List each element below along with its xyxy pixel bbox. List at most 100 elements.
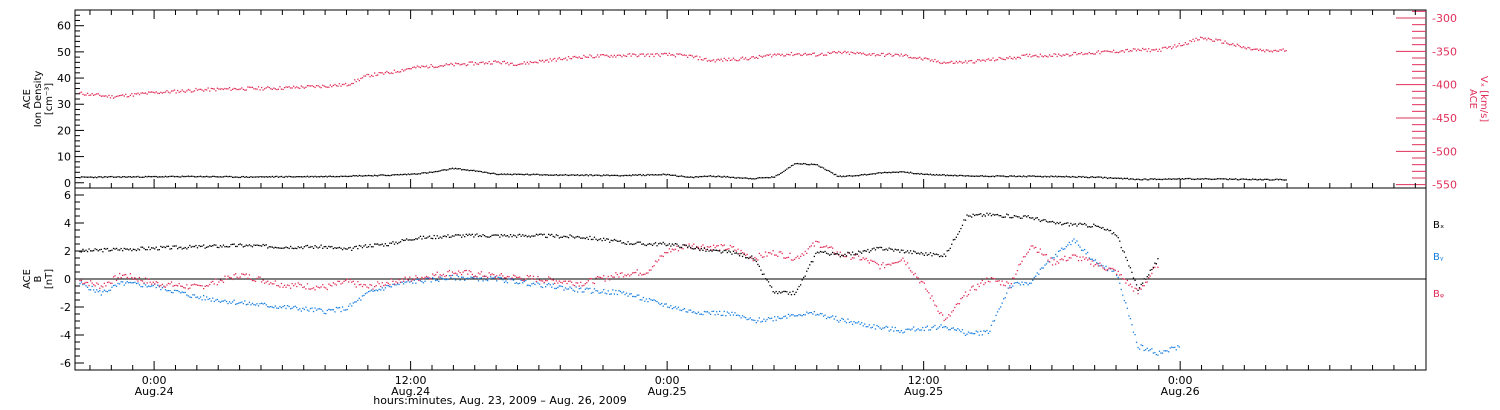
density-series-point (293, 176, 295, 178)
by-series-point (1045, 263, 1048, 265)
bz-series-point (1105, 269, 1107, 271)
bz-series-point (461, 273, 463, 276)
velocity-series-point (613, 54, 615, 56)
bx-series-point (436, 235, 438, 237)
density-series-point (123, 176, 125, 178)
by-series-point (1030, 282, 1032, 284)
bz-series-point (351, 281, 353, 283)
bx-series-point (885, 248, 887, 250)
density-series-point (616, 174, 618, 177)
density-series-point (274, 175, 276, 178)
velocity-series-point (1058, 53, 1060, 55)
density-series-point (668, 174, 670, 176)
bx-series-point (798, 285, 800, 288)
bx-series-point (906, 250, 909, 252)
bz-series-point (966, 295, 968, 297)
bx-series-point (1102, 226, 1104, 229)
velocity-series-point (1244, 47, 1246, 49)
bz-series-point (221, 280, 223, 282)
density-series-point (163, 176, 165, 178)
bx-series-point (207, 246, 209, 248)
density-series-point (1255, 178, 1257, 180)
by-series-point (219, 301, 222, 303)
bx-series-point (409, 239, 411, 241)
velocity-series-point (1274, 49, 1277, 51)
velocity-series-point (577, 57, 579, 59)
velocity-series-point (1012, 58, 1014, 60)
velocity-series-point (488, 61, 490, 63)
velocity-series-point (1184, 42, 1186, 44)
bx-series-point (690, 246, 692, 249)
velocity-series-point (525, 63, 527, 65)
bz-series-point (1029, 248, 1031, 250)
bx-series-point (996, 213, 999, 216)
bz-series-point (587, 280, 589, 282)
by-series-point (1111, 270, 1113, 272)
velocity-series-point (764, 55, 767, 57)
density-series-point (1116, 177, 1118, 179)
bz-series-point (433, 274, 435, 277)
bx-series-point (1045, 220, 1048, 222)
bx-series-point (149, 248, 151, 251)
density-series-point (494, 173, 496, 175)
velocity-series-point (798, 53, 800, 55)
bx-series-point (309, 246, 312, 248)
velocity-series-point (595, 56, 597, 58)
density-series-point (167, 176, 170, 178)
bx-series-point (122, 250, 124, 252)
velocity-series-point (630, 55, 632, 57)
velocity-series-point (247, 86, 249, 88)
velocity-series-point (699, 56, 701, 58)
bz-series-point (346, 278, 348, 280)
bz-series-point (795, 257, 797, 259)
velocity-series-point (807, 53, 809, 56)
bz-series-point (251, 279, 254, 282)
velocity-series-point (1100, 51, 1103, 53)
density-series-point (1093, 176, 1095, 178)
bz-series-point (558, 280, 560, 282)
bz-series-point (390, 278, 393, 280)
bz-series-point (590, 278, 593, 280)
density-series-point (254, 176, 257, 178)
velocity-series-point (206, 89, 208, 91)
by-series-point (470, 276, 472, 278)
bx-series-point (781, 291, 783, 293)
density-series-point (129, 176, 131, 178)
by-series-point (726, 311, 728, 313)
velocity-series-point (558, 57, 560, 59)
by-series-point (845, 322, 848, 324)
by-series-point (425, 277, 428, 279)
bx-series-point (693, 248, 695, 250)
velocity-series-point (786, 53, 788, 55)
velocity-series-point (216, 87, 218, 89)
density-series-point (679, 175, 681, 177)
density-series-point (1082, 175, 1084, 178)
velocity-series-point (517, 63, 519, 66)
by-series-point (731, 311, 733, 313)
density-series-point (647, 173, 649, 176)
density-series-point (748, 178, 750, 180)
velocity-series-point (1204, 37, 1206, 39)
bz-series-point (926, 290, 928, 292)
velocity-series-point (148, 91, 150, 93)
bx-series-point (899, 251, 901, 253)
velocity-series-point (282, 88, 284, 91)
velocity-series-point (738, 59, 741, 61)
bx-series-point (334, 247, 336, 249)
bz-series-point (222, 281, 225, 283)
velocity-series-point (1193, 40, 1196, 42)
bz-series-point (864, 258, 866, 261)
density-series-point (436, 170, 438, 173)
bz-series-point (502, 275, 504, 277)
bz-series-point (345, 279, 347, 282)
bz-series-point (880, 264, 883, 266)
bx-series-point (514, 235, 516, 237)
by-series-point (392, 283, 394, 285)
velocity-series-point (99, 94, 101, 96)
density-series-point (187, 175, 189, 177)
bx-series-point (502, 235, 504, 237)
bx-series-point (166, 245, 168, 247)
density-series-point (1258, 179, 1260, 181)
by-series-point (467, 277, 469, 279)
velocity-series-point (383, 73, 385, 75)
